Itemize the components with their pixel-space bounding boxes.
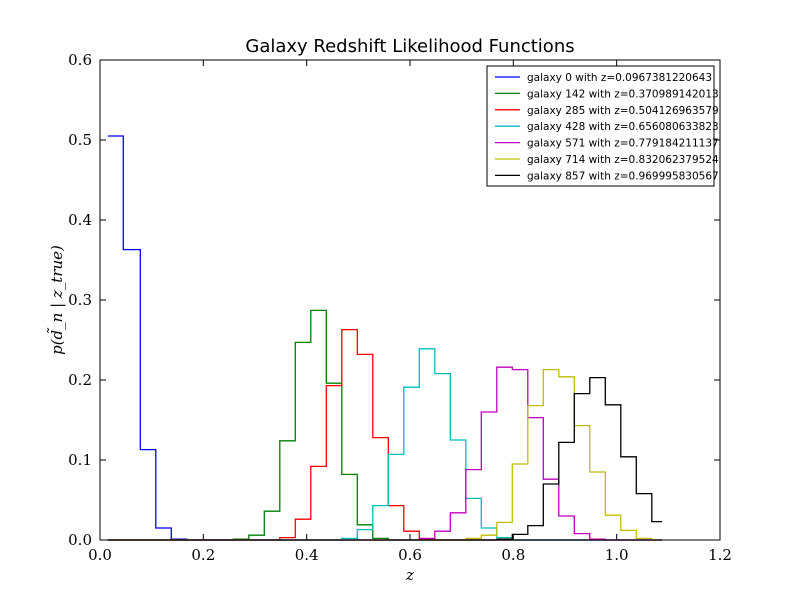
x-tick-label: 0.0 — [88, 546, 112, 564]
chart-title: Galaxy Redshift Likelihood Functions — [245, 36, 574, 57]
legend-label: galaxy 571 with z=0.779184211137 — [527, 138, 719, 150]
x-tick-label: 1.2 — [708, 546, 732, 564]
series-line-6 — [107, 376, 663, 541]
series-line-2 — [107, 328, 663, 541]
legend: galaxy 0 with z=0.0967381220643 galaxy 14… — [486, 65, 719, 187]
y-tick-label: 0.0 — [68, 531, 92, 549]
plot-frame — [99, 59, 721, 541]
x-tick-label: 0.6 — [398, 546, 422, 564]
x-tick-label: 0.4 — [295, 546, 319, 564]
y-tick-label: 0.4 — [68, 211, 92, 229]
legend-label: galaxy 428 with z=0.656080633823 — [527, 121, 719, 133]
x-tick-label: 1.0 — [605, 546, 629, 564]
series-layer — [107, 135, 663, 541]
legend-label: galaxy 0 with z=0.0967381220643 — [527, 72, 712, 84]
x-axis-label: z — [405, 566, 414, 584]
legend-label: galaxy 142 with z=0.370989142013 — [527, 88, 719, 100]
y-tick-label: 0.2 — [68, 371, 92, 389]
legend-label: galaxy 857 with z=0.969995830567 — [527, 170, 719, 182]
y-tick-label: 0.5 — [68, 131, 92, 149]
legend-label: galaxy 714 with z=0.832062379524 — [527, 154, 719, 166]
legend-box — [486, 65, 715, 187]
y-tick-label: 0.1 — [68, 451, 92, 469]
y-tick-label: 0.3 — [68, 291, 92, 309]
y-axis-label: p(d̃_n | z_true) — [47, 245, 66, 355]
legend-label: galaxy 285 with z=0.504126963579 — [527, 105, 719, 117]
x-tick-label: 0.8 — [501, 546, 525, 564]
x-tick-label: 0.2 — [191, 546, 215, 564]
y-tick-group: 0.0 0.1 0.2 0.3 0.4 0.5 0.6 — [68, 51, 720, 549]
series-line-5 — [107, 368, 663, 541]
y-tick-label: 0.6 — [68, 51, 92, 69]
series-line-0 — [107, 135, 663, 541]
series-line-3 — [107, 348, 663, 541]
